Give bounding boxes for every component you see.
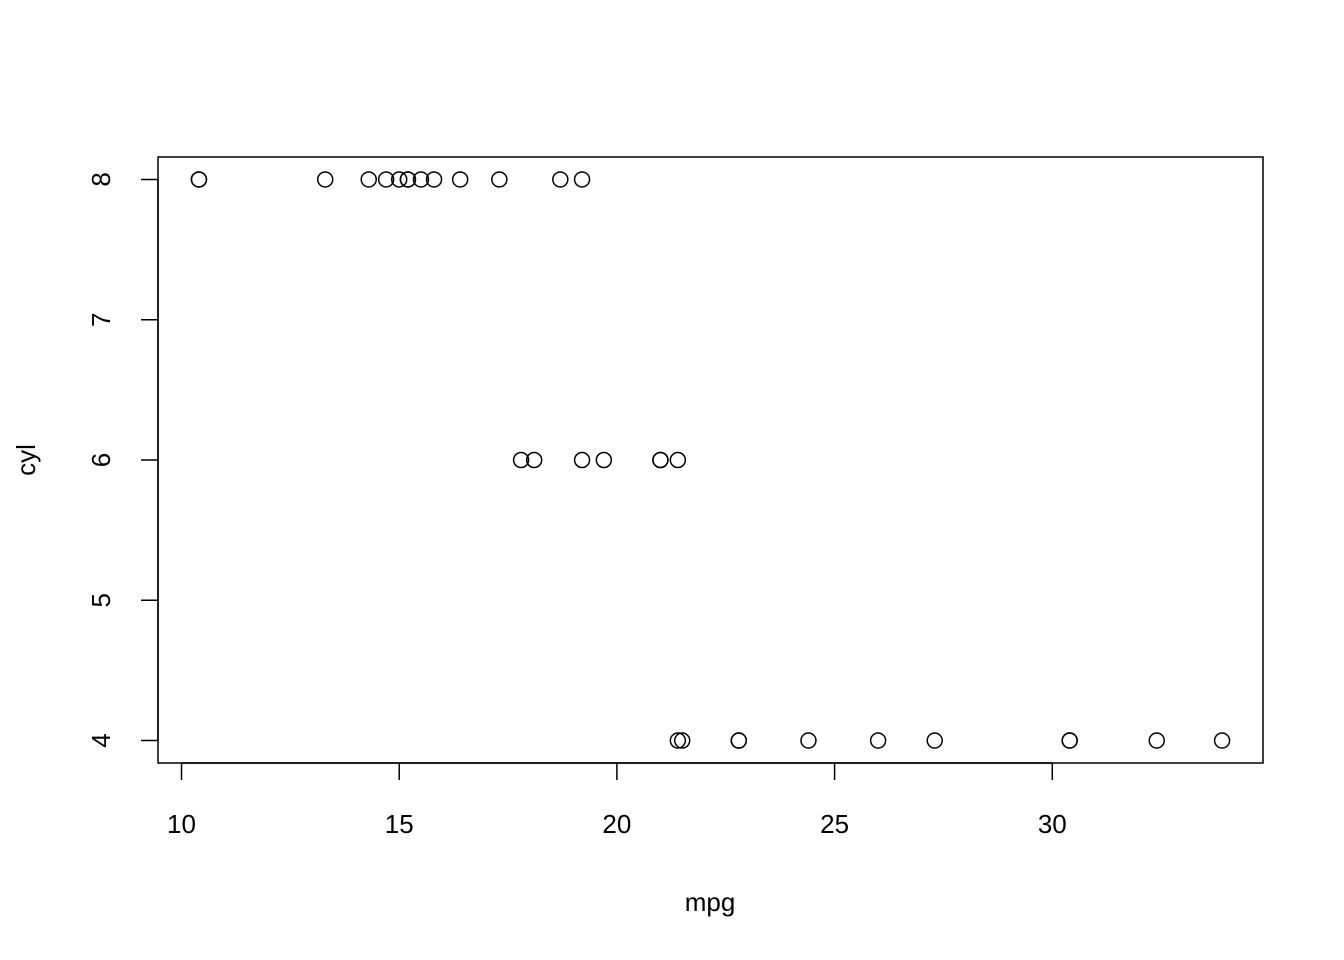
data-point [412, 171, 430, 188]
y-tick-label: 5 [86, 593, 116, 607]
data-point [491, 171, 508, 188]
data-point [669, 451, 687, 469]
data-point [1213, 732, 1231, 749]
data-point [552, 171, 569, 188]
data-point [399, 171, 417, 188]
data-point [377, 171, 395, 188]
data-point [451, 171, 469, 188]
data-point [573, 451, 591, 469]
data-point [1148, 732, 1166, 749]
data-point [360, 171, 377, 188]
data-point [869, 732, 887, 749]
y-tick-label: 7 [86, 312, 116, 326]
data-point [595, 451, 613, 469]
x-tick-label: 15 [385, 809, 414, 839]
data-point [730, 732, 748, 749]
y-axis-label: cyl [11, 444, 41, 476]
x-tick-label: 30 [1038, 809, 1067, 839]
data-point [673, 732, 691, 749]
y-tick-label: 4 [86, 733, 116, 747]
y-tick-label: 8 [86, 172, 116, 186]
data-point [800, 732, 817, 749]
data-point [316, 171, 334, 188]
x-axis: 10 15 20 25 30 [167, 762, 1067, 839]
data-point [1061, 732, 1078, 749]
x-tick-label: 10 [167, 809, 196, 839]
data-point [525, 451, 543, 469]
x-axis-label: mpg [685, 887, 736, 917]
y-tick-label: 6 [86, 453, 116, 467]
plot-box [157, 156, 1264, 764]
data-point [425, 171, 443, 188]
data-point [652, 451, 669, 469]
data-point [190, 171, 208, 188]
data-point [573, 171, 591, 188]
data-point [669, 732, 687, 749]
y-axis: 4 5 6 7 8 [86, 172, 159, 748]
data-point [390, 171, 408, 188]
x-tick-label: 25 [820, 809, 849, 839]
x-tick-label: 20 [602, 809, 631, 839]
data-point [926, 732, 943, 749]
data-points [190, 171, 1231, 749]
data-point [512, 451, 530, 469]
